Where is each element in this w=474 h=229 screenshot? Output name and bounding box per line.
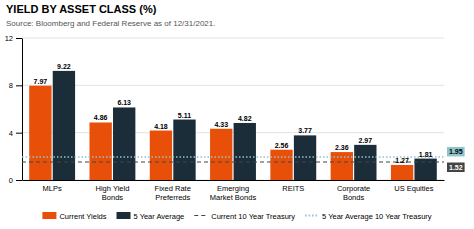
legend-swatch: [305, 215, 319, 217]
data-label: 5.11: [178, 112, 191, 119]
x-tick: Fixed RatePreferreds: [155, 184, 191, 202]
data-label: 4.86: [94, 114, 108, 121]
data-label: 2.56: [275, 142, 289, 149]
annotation-box: [447, 147, 465, 157]
x-tick-label-line: Fixed Rate: [155, 184, 191, 193]
x-tick-label: US Equities: [394, 184, 433, 193]
x-tick-label: MLPs: [43, 184, 62, 193]
x-axis: MLPsHigh YieldBondsFixed RatePreferredsE…: [23, 181, 445, 203]
data-label: 9.22: [57, 63, 71, 70]
y-tick: 8: [9, 81, 22, 90]
legend-item: Current 10 Year Treasury: [194, 212, 295, 221]
bar: [210, 129, 232, 180]
legend-swatch: [117, 212, 131, 219]
x-tick-label: High YieldBonds: [96, 184, 130, 202]
data-label: 4.82: [238, 115, 252, 122]
data-label: 4.18: [154, 123, 168, 130]
x-tick-label-line: High Yield: [96, 184, 130, 193]
legend-label: 5 Year Average: [134, 212, 185, 221]
annotation-label: 1.95: [449, 148, 463, 155]
grid-line: [22, 132, 444, 133]
y-tick-mark: [16, 180, 22, 181]
grid-line: [22, 85, 444, 86]
y-tick-label: 12: [5, 34, 13, 43]
y-tick: 0: [9, 176, 22, 185]
annotation: 1.52: [447, 163, 465, 173]
legend-item: 5 Year Average 10 Year Treasury: [305, 212, 432, 221]
data-label: 2.97: [359, 137, 373, 144]
grid: [22, 38, 444, 180]
legend-label: Current 10 Year Treasury: [211, 212, 295, 221]
x-tick: High YieldBonds: [96, 184, 130, 202]
y-tick-mark: [16, 38, 22, 39]
bar: [89, 122, 111, 180]
grid-line: [22, 38, 444, 39]
bar: [173, 120, 195, 180]
y-tick-mark: [16, 133, 22, 134]
x-tick-label-line: REITS: [282, 184, 304, 193]
data-label: 4.33: [214, 121, 228, 128]
annotations: 1.52 1.95: [447, 147, 465, 172]
chart: YIELD BY ASSET CLASS (%) Source: Bloomber…: [0, 0, 474, 229]
reference-line: [22, 156, 444, 158]
legend: Current Yields 5 Year Average Current 10 Y…: [42, 212, 431, 221]
data-label: 7.97: [34, 78, 48, 85]
data-labels: 7.97 4.86 4.18 4.33 2.56 2.36 1.27 9.22 6.13 5.11…: [34, 63, 433, 164]
bar: [150, 131, 172, 180]
x-tick-label: Fixed RatePreferreds: [155, 184, 191, 202]
annotation-box: [447, 163, 465, 173]
x-tick-label-line: Bonds: [102, 193, 124, 202]
y-axis-line: [22, 39, 23, 181]
bar: [234, 123, 256, 180]
legend-label: Current Yields: [59, 212, 106, 221]
data-label: 3.77: [298, 127, 312, 134]
reference-line: [22, 161, 444, 162]
bar: [29, 86, 51, 180]
bar-series: [53, 71, 437, 180]
y-tick-label: 0: [9, 176, 13, 185]
bar: [53, 71, 75, 180]
x-tick-label: CorporateBonds: [337, 184, 370, 202]
bar: [391, 165, 413, 180]
x-tick: US Equities: [394, 184, 433, 193]
grid-line: [22, 180, 444, 181]
legend-item: 5 Year Average: [117, 212, 185, 221]
y-tick-label: 8: [9, 81, 13, 90]
y-axis: 0 4 8 12: [5, 34, 23, 185]
data-label: 6.13: [117, 99, 131, 106]
x-tick-label-line: Corporate: [337, 184, 370, 193]
title: YIELD BY ASSET CLASS (%): [6, 3, 157, 15]
x-tick: CorporateBonds: [337, 184, 370, 202]
annotation-label: 1.52: [449, 164, 463, 171]
data-label: 1.27: [395, 157, 409, 164]
y-tick-mark: [16, 85, 22, 86]
x-tick-label-line: MLPs: [43, 184, 62, 193]
bar: [270, 150, 292, 180]
x-tick-label-line: Preferreds: [155, 193, 190, 202]
legend-item: Current Yields: [42, 212, 106, 221]
x-tick-label-line: Bonds: [343, 193, 365, 202]
x-tick-label: REITS: [282, 184, 304, 193]
y-tick: 4: [9, 129, 22, 138]
data-label: 1.81: [419, 151, 433, 158]
data-label: 2.36: [335, 144, 349, 151]
y-tick-label: 4: [9, 129, 13, 138]
legend-label: 5 Year Average 10 Year Treasury: [322, 212, 432, 221]
plot-area: [22, 71, 444, 180]
x-tick: MLPs: [43, 184, 62, 193]
x-tick-label-line: Emerging: [217, 184, 249, 193]
y-tick: 12: [5, 34, 22, 43]
x-axis-line: [23, 180, 445, 181]
bar: [113, 107, 135, 180]
x-tick: EmergingMarket Bonds: [210, 184, 257, 202]
x-tick: REITS: [282, 184, 304, 193]
bar-series: [29, 86, 413, 180]
x-tick-label: EmergingMarket Bonds: [210, 184, 257, 202]
x-tick-label-line: Market Bonds: [210, 193, 257, 202]
subtitle: Source: Bloomberg and Federal Reserve as…: [6, 19, 215, 28]
legend-swatch: [194, 215, 208, 216]
x-tick-label-line: US Equities: [394, 184, 433, 193]
annotation: 1.95: [447, 147, 465, 157]
legend-swatch: [42, 212, 56, 219]
